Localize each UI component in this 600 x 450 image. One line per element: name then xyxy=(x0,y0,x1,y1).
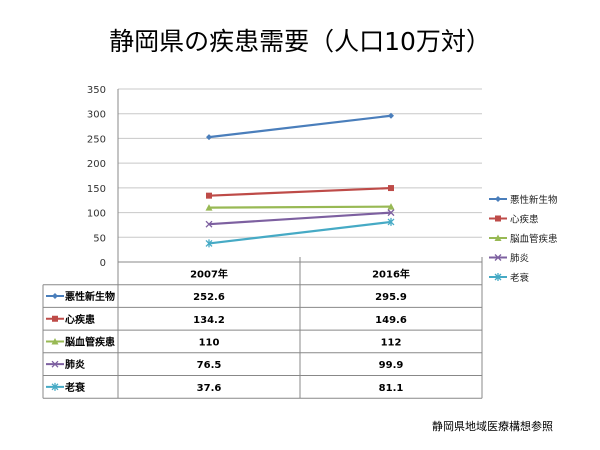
series-1 xyxy=(206,112,394,141)
y-tick-label: 200 xyxy=(87,159,106,170)
x-category-label: 2016年 xyxy=(372,267,410,280)
legend-label: 心疾患 xyxy=(510,214,539,226)
series-2 xyxy=(206,185,394,199)
chart-title: 静岡県の疾患需要（人口10万対） xyxy=(109,27,491,56)
x-marker xyxy=(51,360,59,368)
legend-label: 脳血管疾患 xyxy=(510,233,558,245)
x-category-label: 2007年 xyxy=(190,267,228,280)
diamond-marker xyxy=(388,112,394,119)
table-value: 110 xyxy=(199,337,220,348)
series-5 xyxy=(205,217,395,248)
table-value: 37.6 xyxy=(197,383,222,394)
legend-label: 悪性新生物 xyxy=(510,194,558,206)
table-value: 252.6 xyxy=(193,292,225,303)
table-value: 99.9 xyxy=(379,360,404,371)
diamond-marker xyxy=(206,134,212,141)
diamond-marker xyxy=(495,196,501,202)
series-3 xyxy=(205,203,395,211)
star-marker xyxy=(51,382,59,391)
table-value: 112 xyxy=(381,337,402,348)
x-marker xyxy=(205,220,213,228)
square-marker xyxy=(495,215,501,222)
y-tick-label: 150 xyxy=(87,184,106,195)
table-row-label: 肺炎 xyxy=(65,358,85,371)
table-value: 81.1 xyxy=(379,383,404,394)
square-marker xyxy=(52,315,58,322)
triangle-marker xyxy=(51,337,59,345)
series-line xyxy=(208,186,392,197)
series-line xyxy=(208,205,392,209)
table-row-label: 脳血管疾患 xyxy=(65,335,115,348)
series-line xyxy=(208,220,392,245)
star-marker xyxy=(387,217,395,226)
square-marker xyxy=(206,192,212,199)
table-value: 295.9 xyxy=(375,292,407,303)
y-tick-label: 0 xyxy=(100,258,106,269)
star-marker xyxy=(494,273,502,281)
table-row-label: 心疾患 xyxy=(65,313,95,326)
triangle-marker xyxy=(494,234,502,241)
triangle-marker xyxy=(387,203,395,210)
source-note: 静岡県地域医療構想参照 xyxy=(432,420,553,433)
y-tick-label: 250 xyxy=(87,134,106,145)
table-value: 76.5 xyxy=(197,360,222,371)
y-tick-label: 100 xyxy=(87,209,106,220)
table-value: 149.6 xyxy=(375,315,407,326)
table-value: 134.2 xyxy=(193,315,225,326)
series-line xyxy=(208,211,392,226)
diamond-marker xyxy=(52,293,58,300)
table-row-label: 老衰 xyxy=(64,381,86,394)
x-marker xyxy=(494,254,502,261)
legend-label: 老衰 xyxy=(510,272,530,284)
star-marker xyxy=(205,239,213,248)
series-4 xyxy=(205,209,395,228)
table-row-label: 悪性新生物 xyxy=(65,290,115,303)
triangle-marker xyxy=(205,204,213,211)
x-marker xyxy=(387,209,395,217)
square-marker xyxy=(388,185,394,192)
y-tick-label: 300 xyxy=(87,110,106,121)
series-line xyxy=(208,114,392,139)
y-tick-label: 350 xyxy=(87,85,106,96)
legend-label: 肺炎 xyxy=(510,254,530,265)
y-tick-label: 50 xyxy=(93,233,106,244)
